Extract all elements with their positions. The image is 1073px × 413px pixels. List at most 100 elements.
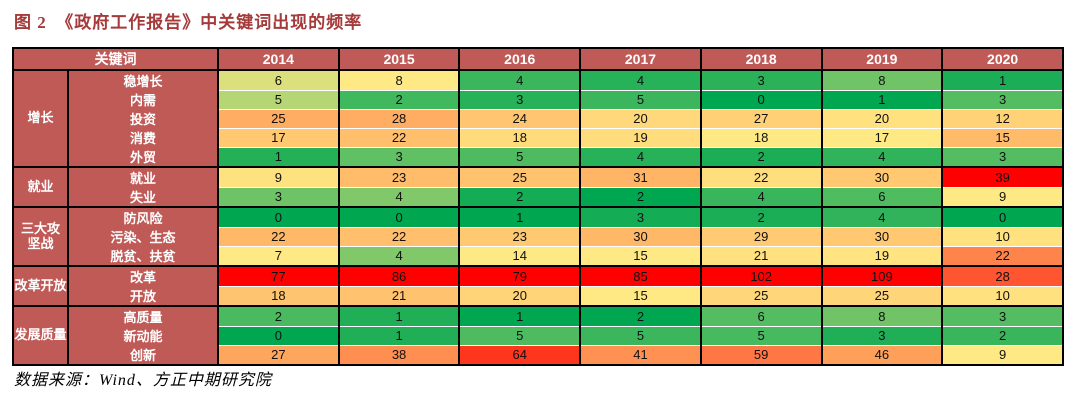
frequency-cell: 25 bbox=[820, 286, 943, 307]
page-title: 图 2 《政府工作报告》中关键词出现的频率 bbox=[14, 13, 363, 32]
frequency-cell: 20 bbox=[820, 109, 943, 129]
header-keyword-label: 关键词 bbox=[13, 48, 218, 71]
frequency-cell: 4 bbox=[337, 246, 460, 267]
frequency-cell: 30 bbox=[579, 227, 701, 247]
frequency-cell: 9 bbox=[941, 187, 1063, 208]
frequency-cell: 28 bbox=[337, 109, 460, 129]
table-row: 新动能 0 1 5 5 5 3 2 bbox=[13, 326, 1063, 346]
header-year-2020: 2020 bbox=[941, 48, 1063, 71]
frequency-cell: 5 bbox=[699, 326, 822, 346]
frequency-cell: 41 bbox=[579, 345, 701, 366]
frequency-cell: 19 bbox=[579, 128, 701, 148]
frequency-cell: 3 bbox=[579, 206, 701, 228]
group-cell: 增长 bbox=[13, 69, 68, 167]
frequency-cell: 4 bbox=[579, 69, 701, 91]
frequency-cell: 3 bbox=[699, 69, 822, 91]
table-row: 脱贫、扶贫 7 4 14 15 21 19 22 bbox=[13, 246, 1063, 267]
table-row: 三大攻 坚战 防风险 0 0 1 3 2 4 0 bbox=[13, 206, 1063, 266]
keyword-cell: 失业 bbox=[67, 187, 218, 207]
frequency-cell: 4 bbox=[820, 147, 943, 168]
frequency-cell: 0 bbox=[217, 206, 339, 228]
header-year-2019: 2019 bbox=[820, 48, 943, 71]
frequency-cell: 17 bbox=[820, 128, 943, 148]
frequency-cell: 1 bbox=[820, 90, 943, 110]
frequency-cell: 3 bbox=[941, 90, 1063, 110]
frequency-cell: 10 bbox=[941, 227, 1063, 247]
frequency-cell: 30 bbox=[820, 227, 943, 247]
frequency-cell: 25 bbox=[699, 286, 822, 307]
keyword-cell: 污染、生态 bbox=[67, 227, 218, 246]
frequency-cell: 24 bbox=[458, 109, 581, 129]
table-row: 污染、生态 22 22 23 30 29 30 10 bbox=[13, 227, 1063, 247]
frequency-cell: 4 bbox=[458, 69, 581, 91]
table-row: 消费 17 22 18 19 18 17 15 bbox=[13, 128, 1063, 148]
heatmap-table: 关键词 2014 2015 2016 2017 2018 2019 2020 增长 稳增长 6 8… bbox=[12, 47, 1064, 366]
frequency-cell: 2 bbox=[699, 147, 822, 168]
frequency-cell: 15 bbox=[941, 128, 1063, 148]
frequency-cell: 20 bbox=[579, 109, 701, 129]
frequency-cell: 1 bbox=[337, 326, 460, 346]
frequency-cell: 77 bbox=[217, 265, 339, 287]
frequency-cell: 9 bbox=[941, 345, 1063, 366]
header-year-2016: 2016 bbox=[458, 48, 581, 71]
frequency-cell: 27 bbox=[699, 109, 822, 129]
frequency-cell: 6 bbox=[820, 187, 943, 208]
group-cell: 发展质量 bbox=[13, 305, 68, 365]
table-row: 增长 稳增长 6 8 4 4 3 8 1 bbox=[13, 69, 1063, 167]
frequency-cell: 5 bbox=[217, 90, 339, 110]
frequency-cell: 2 bbox=[337, 90, 460, 110]
frequency-cell: 9 bbox=[217, 166, 339, 188]
frequency-cell: 59 bbox=[699, 345, 822, 366]
frequency-cell: 4 bbox=[337, 187, 460, 208]
frequency-cell: 1 bbox=[458, 206, 581, 228]
frequency-cell: 2 bbox=[941, 326, 1063, 346]
frequency-cell: 1 bbox=[337, 305, 460, 327]
frequency-cell: 2 bbox=[579, 305, 701, 327]
header-row: 关键词 2014 2015 2016 2017 2018 2019 2020 bbox=[13, 48, 1063, 71]
keyword-cell: 高质量 bbox=[67, 305, 218, 326]
frequency-cell: 5 bbox=[458, 326, 581, 346]
frequency-cell: 0 bbox=[941, 206, 1063, 228]
frequency-cell: 46 bbox=[820, 345, 943, 366]
table-row: 失业 3 4 2 2 4 6 9 bbox=[13, 187, 1063, 208]
frequency-cell: 22 bbox=[337, 128, 460, 148]
frequency-cell: 102 bbox=[699, 265, 822, 287]
table-row: 开放 18 21 20 15 25 25 10 bbox=[13, 286, 1063, 307]
frequency-cell: 8 bbox=[820, 305, 943, 327]
keyword-cell: 稳增长 bbox=[67, 69, 218, 90]
frequency-cell: 18 bbox=[699, 128, 822, 148]
frequency-cell: 79 bbox=[458, 265, 581, 287]
frequency-cell: 3 bbox=[941, 305, 1063, 327]
frequency-cell: 21 bbox=[699, 246, 822, 267]
frequency-cell: 22 bbox=[337, 227, 460, 247]
frequency-cell: 15 bbox=[579, 286, 701, 307]
frequency-cell: 39 bbox=[941, 166, 1063, 188]
header-year-2014: 2014 bbox=[217, 48, 339, 71]
frequency-cell: 18 bbox=[458, 128, 581, 148]
frequency-cell: 0 bbox=[699, 90, 822, 110]
frequency-cell: 1 bbox=[217, 147, 339, 168]
frequency-cell: 5 bbox=[579, 90, 701, 110]
frequency-cell: 5 bbox=[579, 326, 701, 346]
frequency-cell: 6 bbox=[699, 305, 822, 327]
frequency-cell: 23 bbox=[337, 166, 460, 188]
frequency-cell: 7 bbox=[217, 246, 339, 267]
frequency-cell: 3 bbox=[458, 90, 581, 110]
frequency-cell: 8 bbox=[337, 69, 460, 91]
frequency-cell: 4 bbox=[820, 206, 943, 228]
frequency-cell: 3 bbox=[337, 147, 460, 168]
frequency-cell: 28 bbox=[941, 265, 1063, 287]
frequency-cell: 0 bbox=[337, 206, 460, 228]
frequency-cell: 10 bbox=[941, 286, 1063, 307]
frequency-cell: 17 bbox=[217, 128, 339, 148]
frequency-cell: 2 bbox=[699, 206, 822, 228]
keyword-cell: 改革 bbox=[67, 265, 218, 286]
keyword-cell: 外贸 bbox=[67, 147, 218, 167]
frequency-cell: 4 bbox=[699, 187, 822, 208]
frequency-cell: 21 bbox=[337, 286, 460, 307]
keyword-cell: 就业 bbox=[67, 166, 218, 187]
table-header: 关键词 2014 2015 2016 2017 2018 2019 2020 bbox=[13, 48, 1063, 71]
header-year-2017: 2017 bbox=[579, 48, 701, 71]
keyword-cell: 脱贫、扶贫 bbox=[67, 246, 218, 266]
frequency-cell: 3 bbox=[217, 187, 339, 208]
